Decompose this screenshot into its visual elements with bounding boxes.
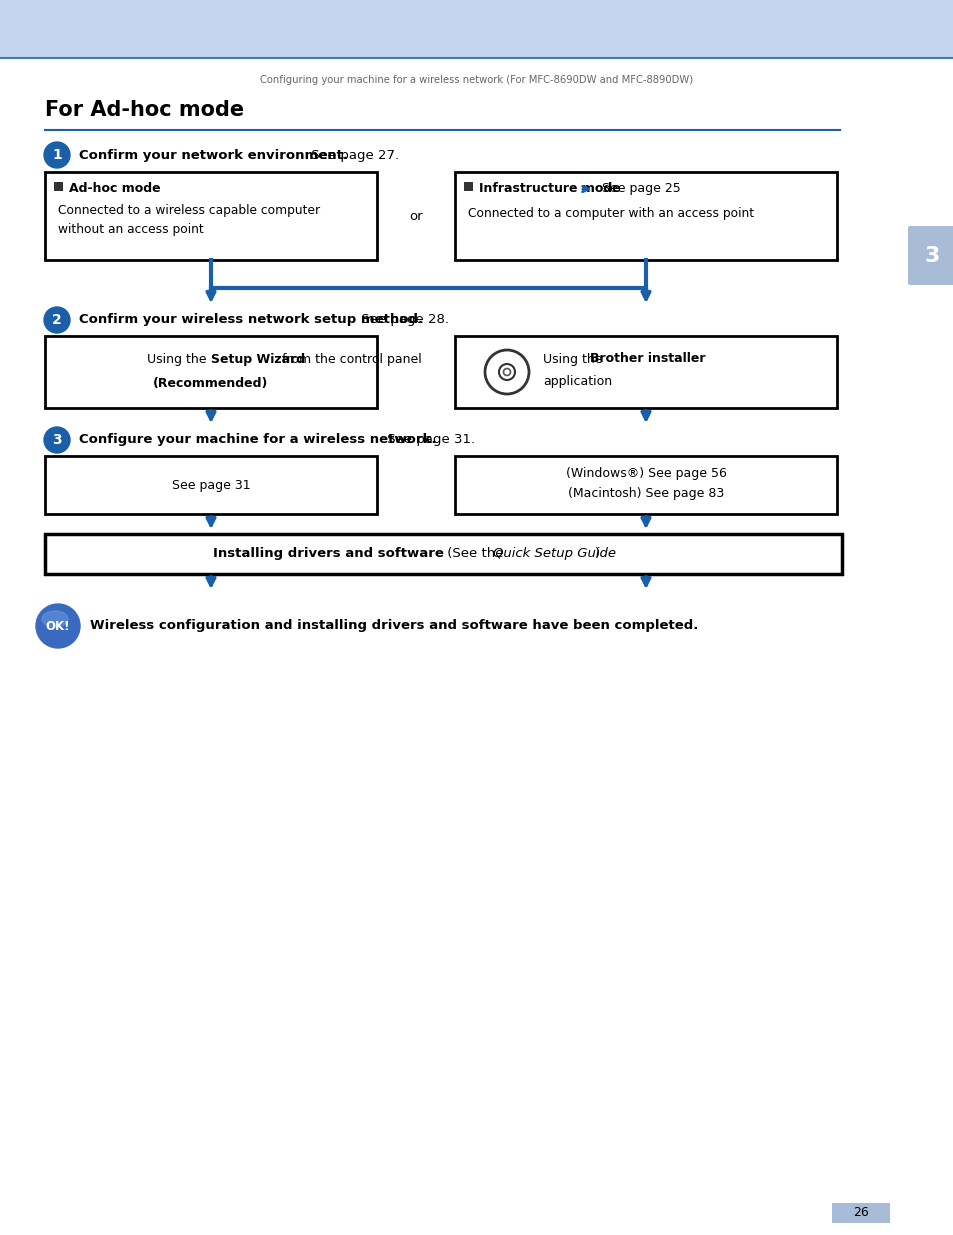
Text: Infrastructure mode: Infrastructure mode — [478, 182, 620, 195]
Bar — [455, 336, 836, 408]
Circle shape — [44, 427, 70, 453]
Bar — [54, 182, 63, 191]
Text: See page 31.: See page 31. — [382, 433, 475, 447]
Bar — [455, 172, 836, 261]
Text: Connected to a computer with an access point: Connected to a computer with an access p… — [468, 207, 753, 220]
Text: (Recommended): (Recommended) — [153, 378, 269, 390]
Text: Confirm your network environment.: Confirm your network environment. — [79, 148, 348, 162]
Text: without an access point: without an access point — [58, 224, 204, 236]
Text: (See the: (See the — [443, 547, 508, 561]
Text: See page 31: See page 31 — [172, 478, 250, 492]
Bar — [45, 336, 376, 408]
Text: Ad-hoc mode: Ad-hoc mode — [69, 182, 160, 195]
Circle shape — [44, 308, 70, 333]
Text: Connected to a wireless capable computer: Connected to a wireless capable computer — [58, 204, 320, 217]
Text: 3: 3 — [52, 433, 62, 447]
Text: See page 25: See page 25 — [598, 182, 680, 195]
Text: Quick Setup Guide: Quick Setup Guide — [493, 547, 616, 561]
Text: (Windows®) See page 56: (Windows®) See page 56 — [565, 468, 725, 480]
Text: or: or — [409, 210, 422, 222]
Ellipse shape — [42, 611, 68, 627]
Text: Using the: Using the — [542, 352, 606, 366]
Bar — [463, 182, 473, 191]
Circle shape — [36, 604, 80, 648]
Text: Using the: Using the — [148, 352, 211, 366]
Text: (Macintosh) See page 83: (Macintosh) See page 83 — [567, 488, 723, 500]
Text: ): ) — [594, 547, 599, 561]
Circle shape — [44, 142, 70, 168]
Bar — [455, 456, 836, 514]
Text: Wireless configuration and installing drivers and software have been completed.: Wireless configuration and installing dr… — [90, 620, 698, 632]
Text: Setup Wizard: Setup Wizard — [211, 352, 305, 366]
Text: Confirm your wireless network setup method.: Confirm your wireless network setup meth… — [79, 314, 423, 326]
Bar — [45, 172, 376, 261]
Circle shape — [503, 368, 510, 375]
Text: OK!: OK! — [46, 620, 71, 632]
Text: Brother installer: Brother installer — [589, 352, 705, 366]
Text: Configure your machine for a wireless network.: Configure your machine for a wireless ne… — [79, 433, 436, 447]
Text: Installing drivers and software: Installing drivers and software — [213, 547, 443, 561]
Text: 26: 26 — [852, 1207, 868, 1219]
Text: 1: 1 — [52, 148, 62, 162]
Text: Configuring your machine for a wireless network (For MFC-8690DW and MFC-8890DW): Configuring your machine for a wireless … — [260, 75, 693, 85]
Bar — [0, 0, 953, 58]
Text: See page 27.: See page 27. — [307, 148, 398, 162]
Text: application: application — [542, 375, 612, 389]
Bar — [831, 1203, 889, 1223]
Bar — [45, 534, 841, 574]
Text: from the control panel: from the control panel — [277, 352, 421, 366]
Text: 2: 2 — [52, 312, 62, 327]
Text: See page 28.: See page 28. — [356, 314, 449, 326]
Bar — [45, 456, 376, 514]
Text: For Ad-hoc mode: For Ad-hoc mode — [45, 100, 244, 120]
Text: 3: 3 — [923, 246, 939, 266]
FancyBboxPatch shape — [907, 226, 953, 285]
